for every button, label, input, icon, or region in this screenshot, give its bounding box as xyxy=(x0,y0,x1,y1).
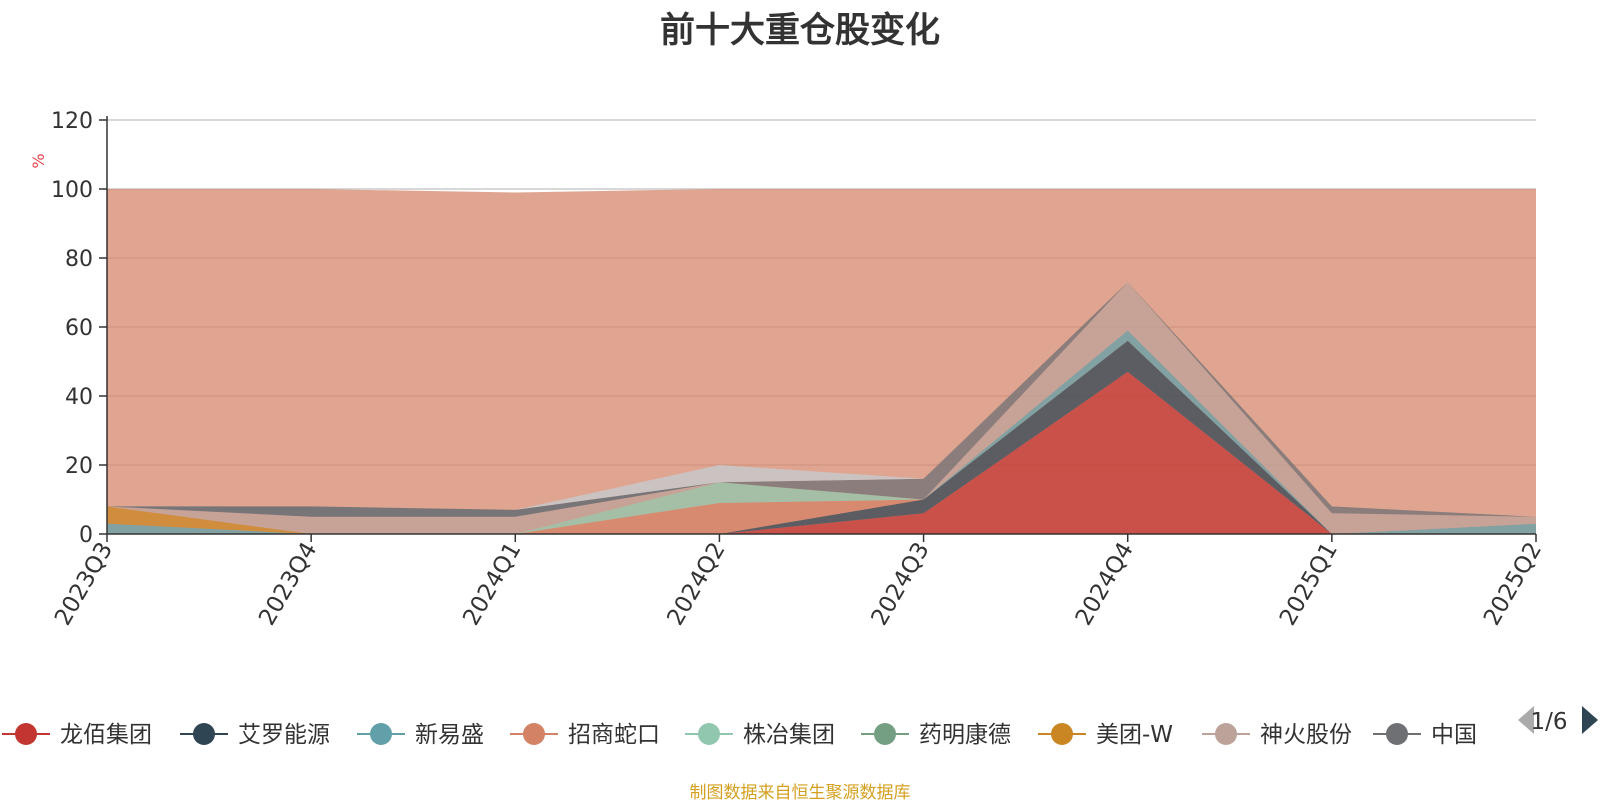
x-tick-label: 2024Q1 xyxy=(458,538,526,630)
legend-item[interactable]: 药明康德 xyxy=(861,722,1011,748)
legend-item[interactable]: 中国 xyxy=(1373,722,1477,748)
legend-marker xyxy=(1051,723,1073,745)
legend-item[interactable]: 招商蛇口 xyxy=(510,722,660,748)
series-area-8 xyxy=(107,282,1536,534)
legend-item[interactable]: 株冶集团 xyxy=(685,722,835,748)
legend-label: 中国 xyxy=(1431,722,1477,748)
legend-label: 药明康德 xyxy=(919,722,1011,748)
legend-label: 艾罗能源 xyxy=(238,722,330,748)
legend-marker xyxy=(1215,723,1237,745)
series-area-5 xyxy=(107,330,1536,534)
legend-pager[interactable]: 1/6 xyxy=(1518,706,1598,735)
legend-label: 美团-W xyxy=(1096,722,1173,748)
series-area-1 xyxy=(107,371,1536,534)
legend-label: 招商蛇口 xyxy=(568,722,660,748)
y-tick-label: 80 xyxy=(65,247,93,272)
legend-label: 龙佰集团 xyxy=(60,722,152,748)
legend-label: 新易盛 xyxy=(415,722,484,748)
legend-marker xyxy=(874,723,896,745)
y-tick-label: 100 xyxy=(51,178,93,203)
legend-label: 神火股份 xyxy=(1260,722,1352,748)
legend-marker xyxy=(370,723,392,745)
y-tick-label: 120 xyxy=(51,109,93,134)
next-page-icon[interactable] xyxy=(1582,706,1598,734)
legend-item[interactable]: 美团-W xyxy=(1038,722,1173,748)
legend-item[interactable]: 龙佰集团 xyxy=(2,722,152,748)
x-tick-label: 2025Q2 xyxy=(1479,538,1547,630)
legend-item[interactable]: 艾罗能源 xyxy=(180,722,330,748)
y-axis-label: % xyxy=(29,153,48,168)
legend-marker xyxy=(523,723,545,745)
y-tick-label: 20 xyxy=(65,454,93,479)
legend-item[interactable]: 新易盛 xyxy=(357,722,484,748)
legend-marker xyxy=(15,723,37,745)
legend-marker xyxy=(193,723,215,745)
y-tick-label: 40 xyxy=(65,385,93,410)
x-tick-label: 2024Q2 xyxy=(662,538,730,630)
previous-page-icon[interactable] xyxy=(1518,706,1534,734)
legend-page-indicator: 1/6 xyxy=(1530,709,1567,735)
data-source-note: 制图数据来自恒生聚源数据库 xyxy=(689,783,911,803)
y-tick-label: 0 xyxy=(79,523,93,548)
x-tick-label: 2023Q3 xyxy=(50,538,118,630)
x-tick-label: 2023Q4 xyxy=(254,538,322,630)
legend-marker xyxy=(1386,723,1408,745)
chart-title: 前十大重仓股变化 xyxy=(659,11,940,51)
x-tick-label: 2024Q4 xyxy=(1071,538,1139,630)
legend-marker xyxy=(698,723,720,745)
area-layer xyxy=(107,189,1536,534)
y-tick-label: 60 xyxy=(65,316,93,341)
legend-label: 株冶集团 xyxy=(743,722,835,748)
legend-item[interactable]: 神火股份 xyxy=(1202,722,1352,748)
x-tick-label: 2024Q3 xyxy=(867,538,935,630)
x-tick-label: 2025Q1 xyxy=(1275,538,1343,630)
legend[interactable]: 龙佰集团 艾罗能源 新易盛 招商蛇口 株冶集团 药明康德 美团-W 神火股份 中国 xyxy=(2,722,1477,748)
